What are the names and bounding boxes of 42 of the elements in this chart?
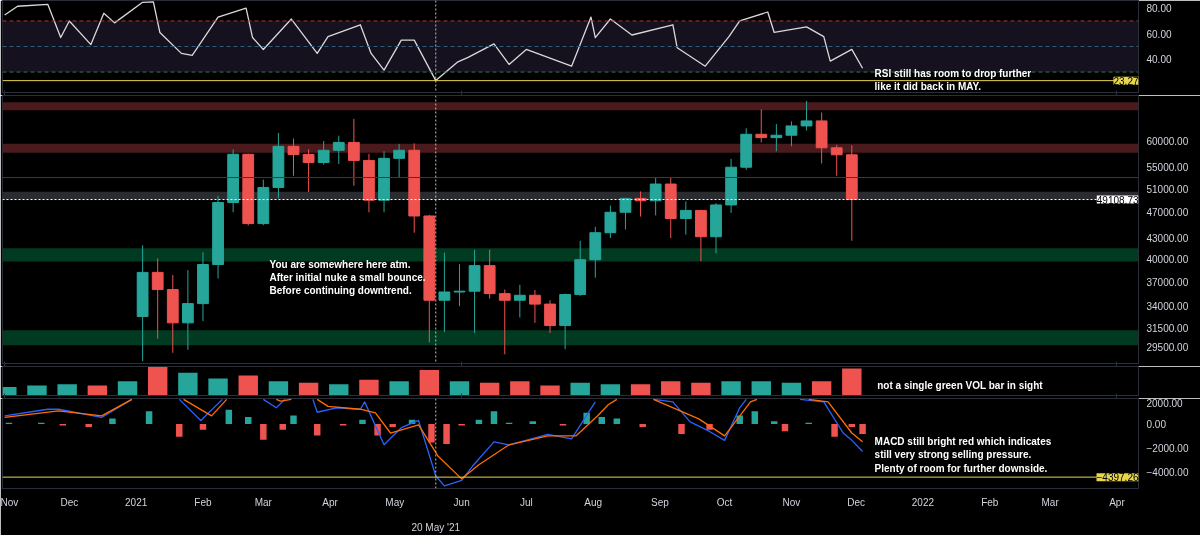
- y-tick-label: 29500.00: [1146, 342, 1189, 354]
- annotation: RSI still has room to drop further like it did back in MAY.: [874, 68, 1032, 93]
- y-tick-label: 2000.00: [1146, 397, 1184, 409]
- y-tick-label: 60.00: [1146, 28, 1172, 40]
- x-tick-label: Mar: [1041, 496, 1060, 508]
- y-tick-label: 43000.00: [1146, 233, 1189, 245]
- y-tick-label: 80.00: [1146, 3, 1172, 15]
- x-tick-label: 2022: [911, 496, 935, 508]
- y-tick-label: 0.00: [1146, 419, 1167, 431]
- y-tick-label: 31500.00: [1146, 323, 1189, 335]
- x-tick-label: Oct: [716, 496, 733, 508]
- ref-line-label: 49108.73: [1096, 194, 1139, 206]
- y-tick-label: 37000.00: [1146, 276, 1189, 288]
- y-tick-label: 60000.00: [1146, 136, 1189, 148]
- annotation: not a single green VOL bar in sight: [877, 379, 1044, 391]
- x-tick-label: Mar: [254, 496, 273, 508]
- y-tick-label: −4000.00: [1146, 467, 1189, 479]
- x-tick-label: Feb: [194, 496, 213, 508]
- x-tick-label: Aug: [584, 496, 603, 508]
- x-tick-label: Dec: [847, 496, 866, 508]
- x-tick-label: Sep: [651, 496, 670, 508]
- x-tick-label: Apr: [1109, 496, 1126, 508]
- x-tick-label: Apr: [322, 496, 339, 508]
- y-tick-label: 55000.00: [1146, 161, 1189, 173]
- x-tick-label: Jul: [519, 496, 533, 508]
- y-tick-label: 47000.00: [1146, 207, 1189, 219]
- annotation: MACD still bright red which indicates still very strong selling pressure. Plenty of room for further downside.: [874, 436, 1052, 474]
- y-tick-label: −2000.00: [1146, 443, 1189, 455]
- x-tick-label: Nov: [782, 496, 801, 508]
- y-tick-label: 51000.00: [1146, 183, 1189, 195]
- ref-line-label: 23.27: [1113, 75, 1139, 87]
- ref-line-label: 20 May '21: [411, 521, 461, 533]
- x-tick-label: Feb: [981, 496, 999, 508]
- y-tick-label: 40.00: [1146, 54, 1172, 66]
- x-tick-label: Dec: [60, 496, 79, 508]
- x-tick-label: Nov: [0, 496, 19, 508]
- x-tick-label: May: [385, 496, 405, 508]
- x-tick-label: Jun: [453, 496, 470, 508]
- x-tick-label: 2021: [125, 496, 148, 508]
- y-tick-label: 34000.00: [1146, 301, 1189, 313]
- y-tick-label: 40000.00: [1146, 254, 1189, 266]
- ref-line-label: −4397.26: [1096, 472, 1139, 484]
